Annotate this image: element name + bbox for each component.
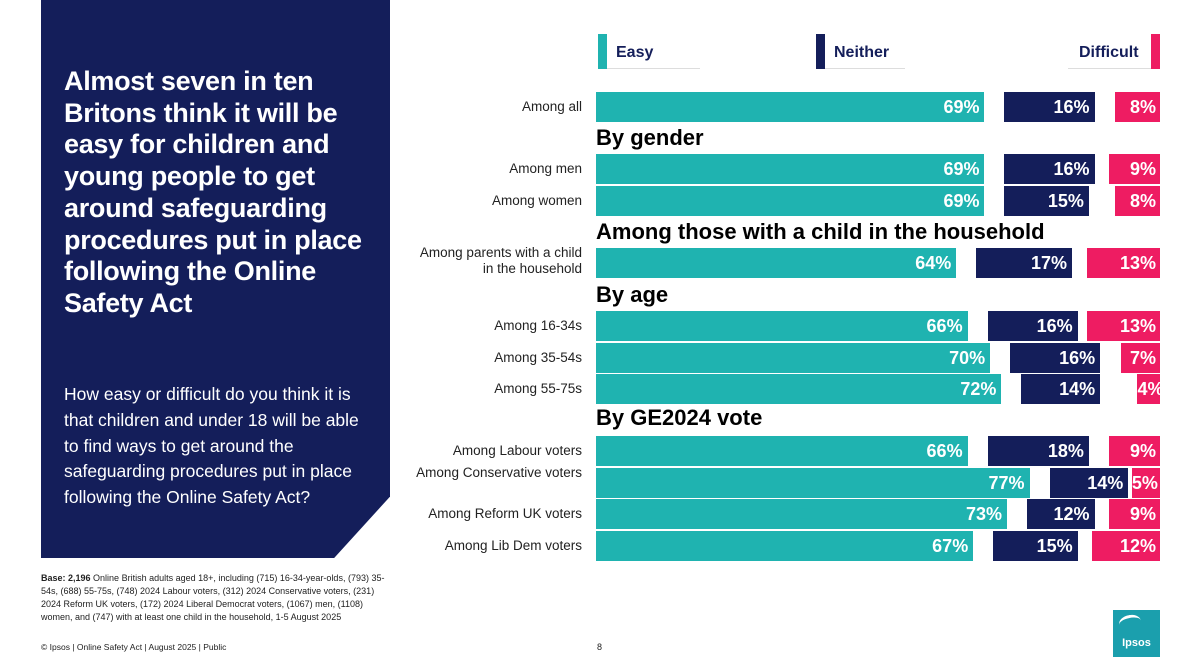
bar-difficult: 9% [1109, 154, 1160, 184]
bar-neither: 16% [987, 311, 1078, 341]
headline: Almost seven in ten Britons think it wil… [64, 66, 362, 318]
row-label: Among women [491, 193, 582, 208]
bar-difficult: 9% [1109, 499, 1160, 529]
bar-neither: 18% [987, 436, 1089, 466]
row-label: Among 55-75s [494, 381, 582, 396]
bar-difficult: 5% [1131, 468, 1160, 498]
section-heading: By gender [596, 125, 704, 150]
base-text: Online British adults aged 18+, includin… [41, 573, 385, 622]
bar-easy: 66% [596, 436, 968, 466]
bar-neither: 14% [1021, 374, 1101, 404]
legend-swatch-easy [598, 34, 607, 69]
bar-easy: 66% [596, 311, 968, 341]
footer: © Ipsos | Online Safety Act | August 202… [41, 642, 227, 652]
bar-neither: 15% [993, 531, 1078, 561]
bar-neither: 17% [976, 248, 1073, 278]
row-label: Among men [509, 161, 582, 176]
bar-difficult: 12% [1092, 531, 1160, 561]
logo-arc [1117, 612, 1143, 633]
row-label: Among Reform UK voters [428, 506, 582, 521]
row-label: Among 35-54s [494, 350, 582, 365]
row-label: Among Lib Dem voters [444, 538, 582, 553]
section-heading: Among those with a child in the househol… [596, 219, 1045, 244]
bar-difficult: 7% [1120, 343, 1160, 373]
legend-label-neither: Neither [834, 44, 890, 61]
page-number: 8 [597, 642, 603, 652]
ipsos-logo: Ipsos [1113, 610, 1160, 657]
row-label: Among parents with a child in the househ… [419, 245, 582, 276]
section-heading: By age [596, 282, 669, 307]
bar-easy: 70% [596, 343, 991, 373]
base-label: Base: 2,196 [41, 573, 91, 583]
legend-label-easy: Easy [616, 44, 654, 61]
section-heading: By GE2024 vote [596, 405, 763, 430]
bar-difficult: 8% [1114, 186, 1160, 216]
bar-difficult: 8% [1114, 92, 1160, 122]
bar-easy: 64% [596, 248, 957, 278]
base-note: Base: 2,196 Online British adults aged 1… [41, 572, 386, 624]
title-panel [41, 0, 390, 558]
bar-easy: 77% [596, 468, 1030, 498]
legend-swatch-neither [816, 34, 825, 69]
legend-swatch-difficult [1151, 34, 1160, 69]
legend-rule-difficult [1068, 68, 1151, 69]
row-label: Among Conservative voters [416, 465, 582, 480]
bar-easy: 73% [596, 499, 1007, 529]
bar-easy: 72% [596, 374, 1002, 404]
bar-neither: 16% [1010, 343, 1101, 373]
bar-easy: 69% [596, 186, 985, 216]
bar-difficult: 4% [1137, 374, 1163, 404]
survey-question: How easy or difficult do you think it is… [64, 384, 359, 508]
bar-difficult: 13% [1086, 248, 1160, 278]
bar-easy: 67% [596, 531, 974, 561]
row-label: Among Labour voters [452, 443, 582, 458]
bar-neither: 16% [1004, 92, 1095, 122]
bar-neither: 12% [1026, 499, 1095, 529]
bar-easy: 69% [596, 154, 985, 184]
bar-difficult: 13% [1086, 311, 1160, 341]
bar-neither: 15% [1004, 186, 1089, 216]
bar-neither: 16% [1004, 154, 1095, 184]
legend-rule-easy [607, 68, 700, 69]
row-label: Among 16-34s [494, 318, 582, 333]
row-label: Among all [521, 99, 582, 114]
bar-difficult: 9% [1109, 436, 1160, 466]
bar-easy: 69% [596, 92, 985, 122]
legend-rule-neither [825, 68, 905, 69]
bar-neither: 14% [1049, 468, 1129, 498]
logo-text: Ipsos [1122, 637, 1151, 649]
legend-label-difficult: Difficult [1079, 44, 1139, 61]
